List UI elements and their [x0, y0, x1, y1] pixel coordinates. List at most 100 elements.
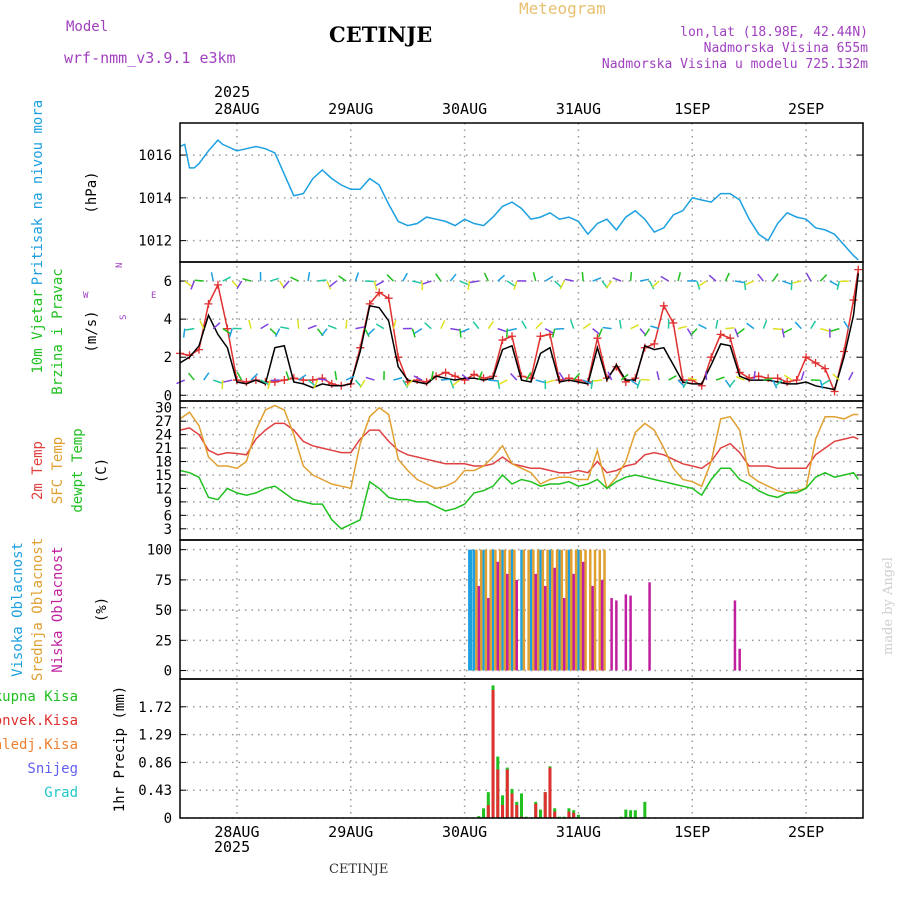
bar — [576, 814, 580, 818]
bar — [515, 579, 519, 671]
pressure-unit: (hPa) — [84, 171, 100, 213]
bar — [648, 582, 651, 671]
x-tick-label-bottom: 2SEP — [788, 823, 824, 841]
panel-frame — [179, 122, 864, 263]
wind-arrow — [424, 322, 432, 330]
bar — [543, 585, 547, 671]
wind-arrow — [648, 280, 655, 290]
bar — [520, 793, 523, 818]
wind-arrow — [644, 328, 651, 337]
wind-arrow — [715, 319, 719, 329]
wind-arrow — [783, 374, 793, 381]
wind-arrow — [185, 327, 195, 331]
bar — [486, 805, 490, 818]
wind-arrow — [212, 322, 221, 330]
wind-arrow — [487, 320, 495, 330]
precip-legend-item: Ukupna Kisa — [0, 689, 78, 705]
wind-arrow — [222, 276, 232, 282]
year-label-top: 2025 — [214, 83, 251, 101]
wind-arrow — [280, 326, 290, 330]
wind-arrow — [355, 326, 365, 330]
bar — [548, 549, 552, 671]
wind-arrow — [329, 280, 337, 288]
precip-legend-item: Zaledj.Kisa — [0, 737, 78, 753]
x-tick-label-bottom: 29AUG — [328, 823, 373, 841]
wind-arrow — [469, 280, 479, 284]
wind-arrow — [544, 327, 554, 334]
wind-arrow — [573, 372, 581, 381]
cloud-label-mid: Srednja Oblacnost — [30, 538, 46, 681]
wind-marker — [773, 374, 782, 383]
wind-arrow — [821, 379, 831, 386]
bar — [475, 549, 478, 671]
wind-arrow — [483, 272, 489, 282]
wind-arrow — [260, 379, 269, 386]
x-tick-label-bottom: 1SEP — [674, 823, 710, 841]
bar — [491, 549, 495, 671]
wind-arrow — [656, 371, 660, 381]
wind-arrow — [582, 379, 592, 385]
bar — [468, 549, 471, 671]
wind-arrow — [763, 377, 773, 381]
wind-arrow — [467, 280, 471, 291]
bar — [482, 808, 486, 818]
bar — [577, 549, 580, 671]
wind-arrow — [326, 280, 332, 290]
y-tick-label: 27 — [155, 414, 172, 430]
wind-arrow — [236, 371, 243, 381]
bar — [555, 549, 559, 671]
wind-arrow — [510, 372, 518, 381]
wind-marker — [659, 301, 668, 310]
wind-arrow — [734, 280, 744, 284]
bar — [581, 561, 585, 671]
wind-marker — [821, 364, 830, 373]
wind-arrow — [843, 320, 850, 330]
wind-marker — [726, 334, 735, 343]
wind-arrow — [660, 275, 669, 282]
wind-arrow — [690, 328, 698, 336]
y-tick-label: 1012 — [138, 234, 172, 250]
wind-marker — [470, 370, 479, 379]
temp-label-dewpt: dewpt Temp — [70, 428, 86, 512]
panel-clouds: 0 25 50 75 100 — [147, 539, 864, 680]
wind-arrow — [581, 272, 584, 282]
y-tick-label: 50 — [155, 603, 172, 619]
wind-arrow — [782, 280, 792, 285]
wind-arrow — [753, 371, 756, 381]
wind-arrow — [507, 327, 517, 332]
precip-unit: 1hr Precip (mm) — [112, 686, 128, 812]
wind-arrow — [327, 324, 337, 330]
wind-arrow — [321, 328, 328, 337]
temp-label-sfc: SFC Temp — [50, 437, 66, 504]
wind-marker — [536, 332, 545, 341]
bar — [510, 793, 514, 818]
bar — [506, 573, 509, 671]
wind-marker — [650, 339, 659, 348]
wind-arrow — [440, 320, 446, 329]
wind-arrow — [715, 376, 725, 381]
bar — [527, 549, 530, 671]
bar — [538, 809, 542, 818]
x-tick-label-top: 29AUG — [328, 100, 373, 118]
y-tick-label: 100 — [147, 543, 172, 559]
wind-arrow — [521, 320, 527, 330]
bar — [562, 598, 566, 671]
bar — [572, 573, 575, 671]
wind-arrow — [435, 273, 442, 282]
wind-arrow — [696, 280, 701, 290]
wind-arrow — [612, 277, 622, 282]
bar — [484, 549, 488, 671]
y-tick-label: 75 — [155, 573, 172, 589]
wind-arrow — [651, 280, 660, 288]
wind-arrow — [297, 319, 300, 329]
compass-e: E — [151, 291, 156, 301]
wind-arrow — [386, 274, 394, 282]
wind-arrow — [605, 280, 613, 289]
y-tick-label: 18 — [155, 455, 172, 471]
wind-arrow — [848, 371, 854, 381]
wind-arrow — [745, 280, 755, 286]
wind-arrow — [228, 328, 233, 338]
wind-arrow — [734, 328, 739, 338]
footer-station: CETINJE — [329, 862, 389, 877]
wind-arrow — [497, 327, 507, 333]
